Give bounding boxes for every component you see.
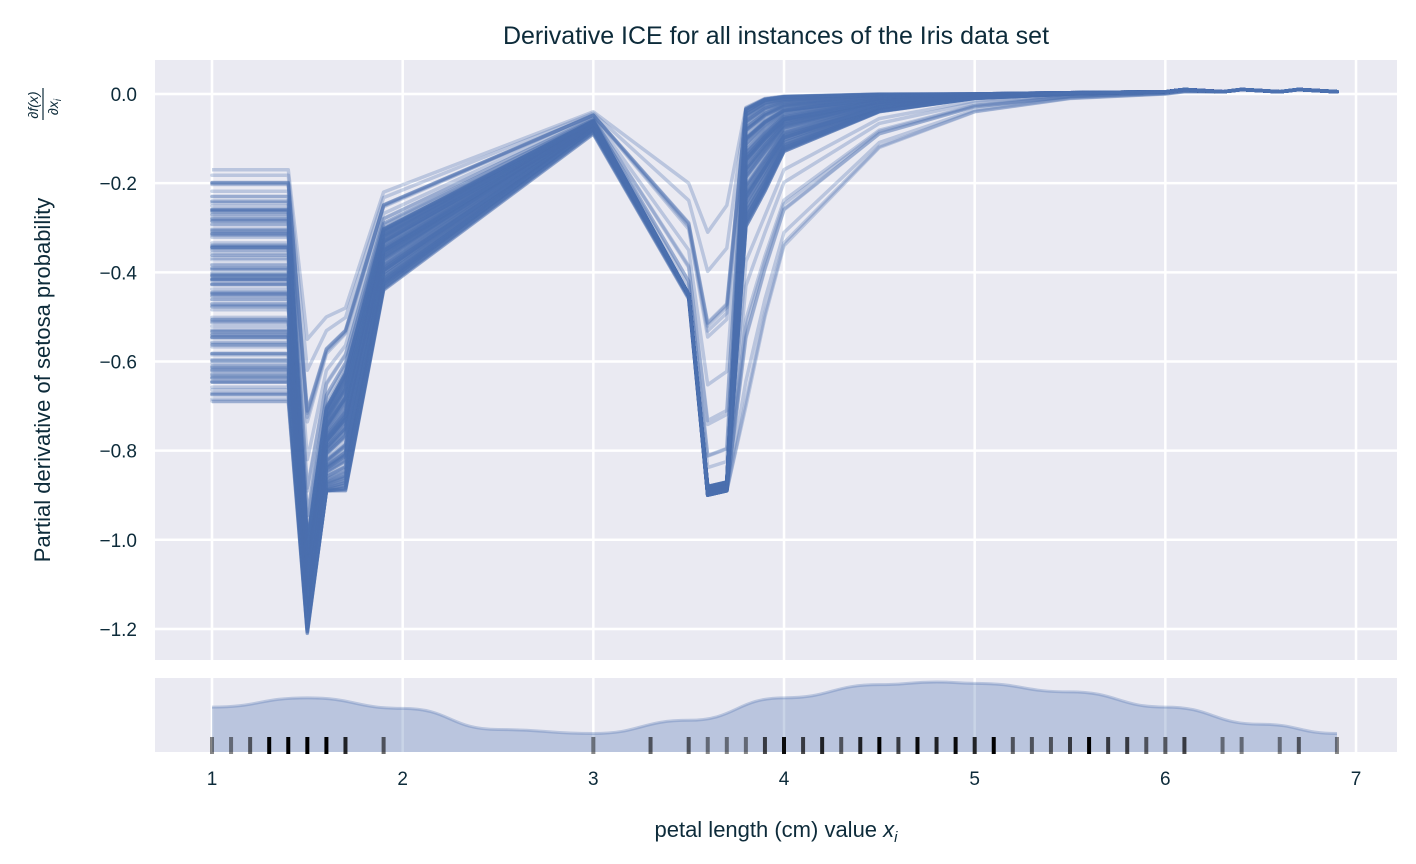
svg-text:−0.2: −0.2: [99, 174, 137, 195]
chart-title: Derivative ICE for all instances of the …: [503, 22, 1049, 50]
rug-plot-background: [155, 678, 1397, 752]
svg-text:3: 3: [588, 769, 599, 790]
x-axis-label-sub: i: [894, 829, 898, 846]
y-axis-label-fraction-den: ∂xi: [45, 98, 64, 115]
svg-text:−1.0: −1.0: [99, 531, 137, 552]
y-axis-label: Partial derivative of setosa probability…: [25, 88, 64, 562]
svg-text:7: 7: [1351, 769, 1362, 790]
svg-text:2: 2: [397, 769, 408, 790]
rug-ticks: [210, 737, 1339, 754]
svg-text:−1.2: −1.2: [99, 620, 137, 641]
x-axis-label-text: petal length (cm) value: [654, 817, 883, 842]
ice-curves: [210, 87, 1339, 636]
y-axis-label-text: Partial derivative of setosa probability: [30, 198, 55, 562]
svg-text:−0.8: −0.8: [99, 442, 137, 463]
main-plot-background: [155, 60, 1397, 660]
rug-plot-area: 1 2 3 4 5 6 7: [155, 678, 1397, 790]
svg-text:−0.6: −0.6: [99, 352, 137, 373]
svg-text:4: 4: [779, 769, 790, 790]
kde-density-curve: [211, 680, 1337, 752]
svg-text:1: 1: [207, 769, 218, 790]
svg-text:6: 6: [1160, 769, 1171, 790]
x-axis-label: petal length (cm) value xi: [654, 817, 898, 846]
svg-text:5: 5: [969, 769, 980, 790]
svg-text:0.0: 0.0: [111, 85, 137, 106]
svg-text:−0.4: −0.4: [99, 263, 137, 284]
x-axis-label-var: x: [882, 817, 895, 842]
x-tick-labels: 1 2 3 4 5 6 7: [207, 769, 1362, 790]
main-gridlines: [155, 60, 1397, 660]
main-plot-area: 0.0 −0.2 −0.4 −0.6 −0.8 −1.0 −1.2: [99, 60, 1397, 660]
y-tick-labels: 0.0 −0.2 −0.4 −0.6 −0.8 −1.0 −1.2: [99, 85, 137, 641]
y-axis-label-fraction-num: ∂f(x): [25, 91, 41, 118]
